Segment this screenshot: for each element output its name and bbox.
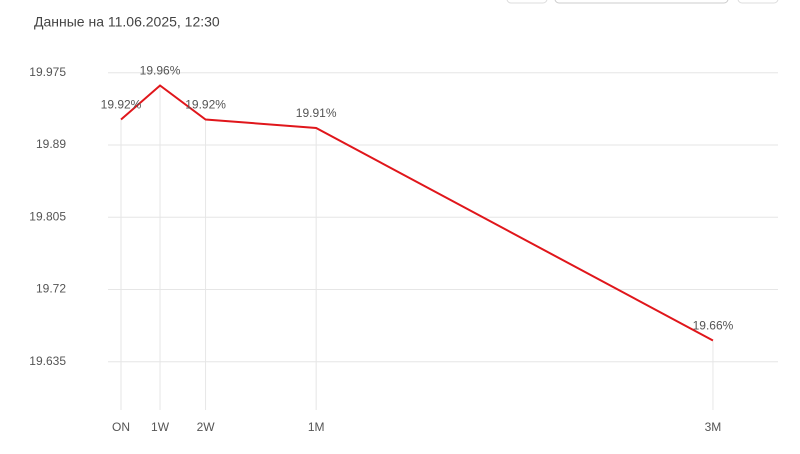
x-tick-label: ON [112, 420, 130, 434]
button[interactable] [737, 0, 779, 4]
line [120, 84, 714, 342]
header-title: Данные на 11.06.2025, 12:30 [34, 14, 220, 30]
data-label: 19.96% [140, 64, 181, 78]
x-tick-label: 1W [151, 420, 170, 434]
data-label: 19.92% [101, 98, 142, 112]
x-tick-label: 3M [705, 420, 722, 434]
button[interactable] [506, 0, 548, 4]
y-tick-label: 19.805 [29, 209, 66, 223]
y-tick-label: 19.975 [29, 65, 66, 79]
y-tick-label: 19.72 [36, 282, 66, 296]
x-tick-label: 2W [197, 420, 216, 434]
data-label: 19.66% [693, 319, 734, 333]
data-label: 19.92% [185, 98, 226, 112]
y-tick-label: 19.89 [36, 137, 66, 151]
y-tick-label: 19.635 [29, 354, 66, 368]
data-label: 19.91% [296, 106, 337, 120]
x-tick-label: 1M [308, 420, 325, 434]
select[interactable] [554, 0, 729, 4]
